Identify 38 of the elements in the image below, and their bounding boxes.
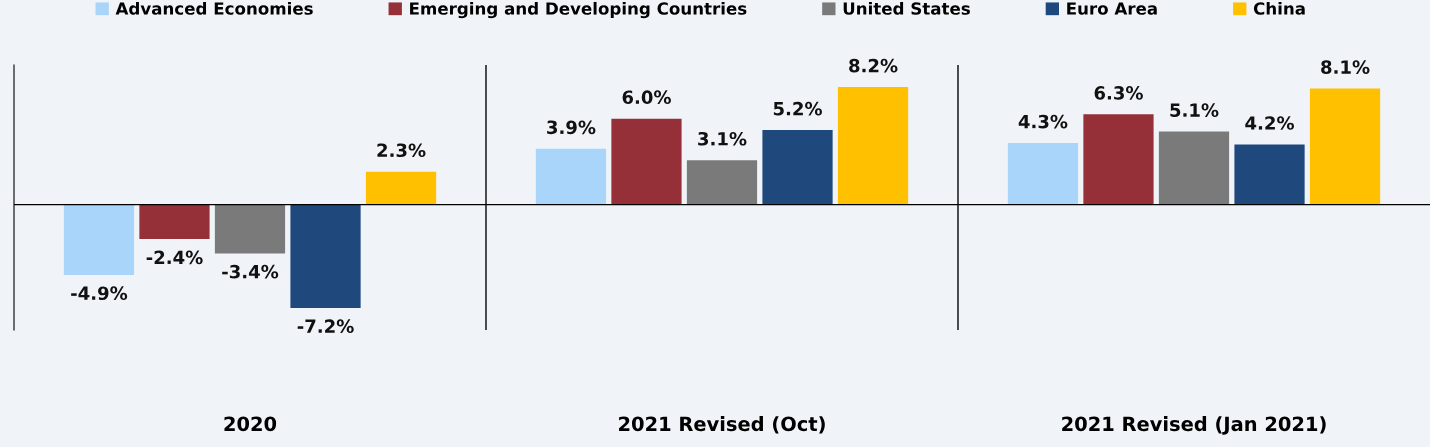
bar <box>1083 114 1154 205</box>
x-tick-label: 2021 Revised (Oct) <box>619 416 825 434</box>
data-label: 6.3% <box>1094 86 1143 100</box>
bar <box>1007 143 1079 205</box>
data-label: 5.2% <box>773 101 822 116</box>
data-label: 6.0% <box>622 90 671 105</box>
bar <box>1309 88 1381 205</box>
legend-label: Emerging and Developing Countries <box>410 1 747 19</box>
data-label: 5.1% <box>1170 103 1219 117</box>
bar <box>535 148 607 205</box>
legend-label: United States <box>843 1 970 15</box>
data-label: 3.1% <box>698 131 747 146</box>
data-label: 4.3% <box>1018 114 1068 129</box>
data-label: -2.4% <box>146 250 203 265</box>
bar <box>214 204 286 254</box>
bar <box>365 171 437 205</box>
bar <box>611 118 682 205</box>
data-label: 8.2% <box>849 58 898 73</box>
x-tick-label: 2020 <box>224 416 277 432</box>
data-label: 3.9% <box>547 120 596 135</box>
legend-label: China <box>1253 1 1305 15</box>
bar <box>686 160 758 205</box>
data-label: 2.3% <box>377 143 426 158</box>
data-label: 4.2% <box>1245 116 1294 130</box>
legend-label: Advanced Economies <box>115 1 313 15</box>
x-tick-label: 2021 Revised (Jan 2021) <box>1062 416 1326 435</box>
data-label: -7.2% <box>297 319 354 333</box>
bar <box>1234 144 1305 205</box>
bar <box>63 204 135 275</box>
bar <box>290 204 361 308</box>
data-label: -4.9% <box>71 286 128 301</box>
data-label: -3.4% <box>222 264 279 279</box>
bar <box>139 204 210 240</box>
bar <box>762 130 833 205</box>
bar <box>1158 131 1230 205</box>
data-label: 8.1% <box>1321 60 1370 74</box>
bar <box>837 87 909 205</box>
legend-label: Euro Area <box>1067 2 1157 15</box>
